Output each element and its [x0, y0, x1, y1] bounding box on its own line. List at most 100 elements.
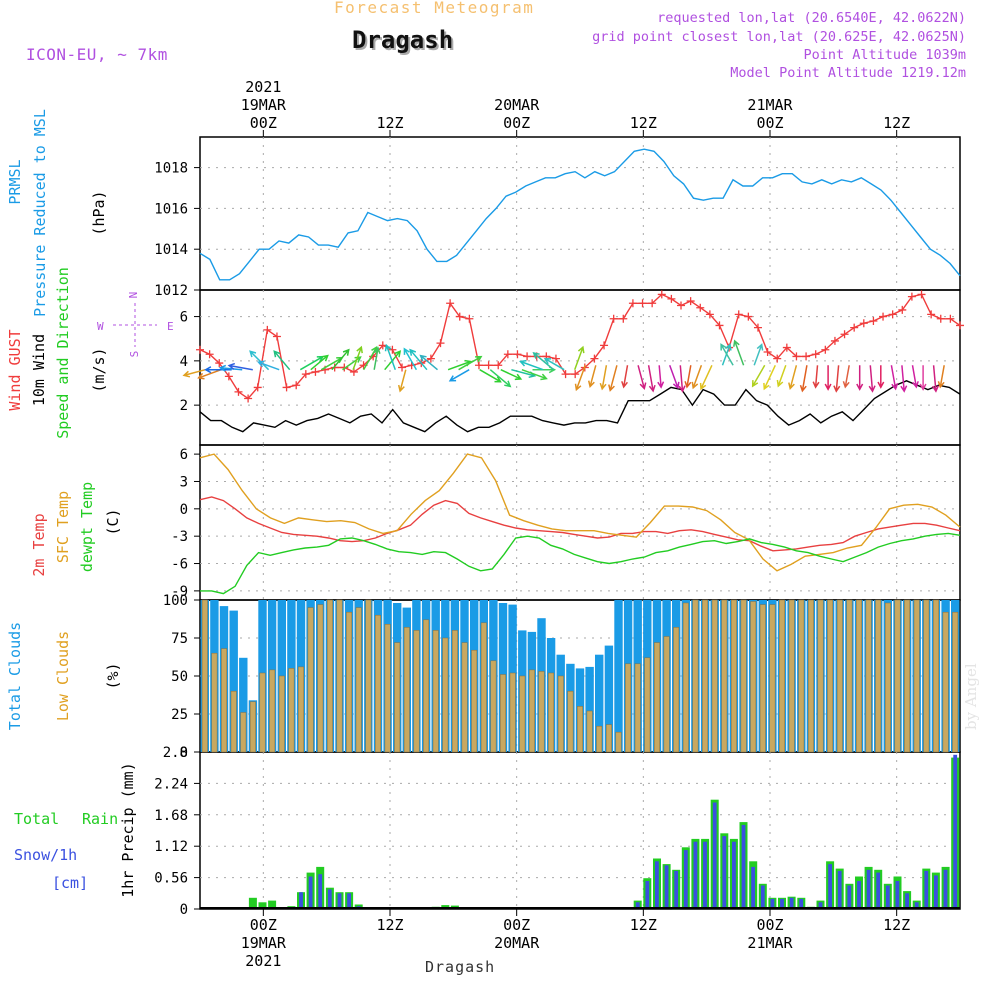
top-time-label: 00Z [756, 114, 783, 132]
model-label: ICON-EU, ~ 7km [26, 45, 168, 64]
low-cloud-bar [471, 649, 478, 753]
low-cloud-bar [634, 663, 641, 753]
wind-ytick-label: 6 [180, 310, 188, 326]
total-cloud-bar [585, 666, 594, 752]
temp2m-title: 2m Temp [30, 513, 48, 576]
low-cloud-bar [586, 710, 593, 753]
low-cloud-bar [240, 712, 247, 753]
snow-bar [828, 864, 832, 909]
snow-bar [347, 893, 351, 909]
gust-line-marker [205, 350, 214, 359]
snow-bar [866, 869, 871, 910]
gust-line-marker [917, 290, 926, 299]
low-cloud-bar [346, 611, 353, 753]
gust-line-marker [782, 343, 791, 352]
wind-arrow [409, 348, 428, 371]
wind-arrow [637, 365, 647, 391]
wind-arrow [751, 364, 766, 388]
total-cloud-bar [604, 645, 614, 752]
temperature-ytick-label: -6 [171, 557, 188, 573]
snow-bar [934, 875, 938, 909]
top-time-label: 21MAR [747, 96, 793, 114]
clouds-ytick-label: 75 [171, 631, 188, 647]
wind-arrow [842, 365, 850, 389]
low-cloud-bar [278, 675, 285, 753]
wind-arrow [273, 350, 291, 371]
wind-arrow [448, 369, 470, 382]
gust-line-marker [388, 345, 397, 354]
low-cloud-bar [952, 611, 959, 753]
wind-arrow [227, 362, 253, 371]
low-cloud-bar [721, 599, 728, 753]
precip-ylabel: 1hr Precip (mm) [119, 762, 137, 897]
gust-line-marker [474, 361, 483, 370]
total-cloud-bar [614, 600, 623, 752]
temp2m-line [199, 496, 961, 552]
wind-arrow [489, 369, 512, 388]
wind-title-2: Speed and Direction [54, 267, 72, 439]
snow-bar [876, 872, 881, 909]
wind-arrow [890, 365, 899, 391]
gust-line-marker [224, 372, 233, 381]
snow-bar [299, 892, 303, 909]
wind-arrow [937, 365, 945, 389]
credit-watermark: by Angel [962, 663, 980, 730]
low-cloud-bar [615, 731, 622, 753]
precip-ytick-label: 2.8 [163, 745, 188, 761]
low-cloud-bar [884, 602, 891, 753]
gust-line-marker [465, 314, 474, 323]
low-cloud-bar [894, 599, 901, 753]
snow-bar [953, 754, 958, 909]
low-cloud-bar [711, 599, 718, 753]
wind-arrow [519, 359, 544, 371]
low-cloud-bar [249, 701, 256, 753]
low-cloud-bar [451, 630, 458, 753]
low-cloud-bar [221, 648, 228, 753]
total-cloud-bar [239, 657, 248, 752]
wind-arrow [419, 354, 438, 371]
gust-line-marker [859, 319, 868, 328]
low-cloud-bar [548, 672, 555, 753]
low-cloud-bar [769, 604, 776, 753]
precip-ytick-label: 0 [180, 902, 188, 918]
dewpt-title: dewpt Temp [78, 482, 96, 572]
gust-line-marker [292, 381, 301, 390]
gust-line-marker [879, 312, 888, 321]
gust-line-marker [763, 348, 772, 356]
temperature-ytick-label: 0 [180, 502, 188, 518]
gust-line-marker [773, 354, 782, 363]
wind-arrow [599, 365, 608, 391]
gust-line-marker [513, 350, 522, 359]
wind-line [199, 380, 961, 433]
snow-bar [924, 870, 929, 909]
snow-bar [318, 874, 323, 909]
gust-line-marker [869, 317, 878, 325]
wind-arrow [573, 345, 585, 370]
snow-bar [635, 902, 640, 909]
gust-line-marker [272, 332, 281, 341]
total-label: Total [14, 810, 59, 828]
gust-line-marker [311, 367, 320, 376]
gust-line-marker [648, 299, 657, 308]
gust-line-marker [426, 354, 435, 363]
pressure-title-2: Pressure Reduced to MSL [31, 109, 49, 317]
low-cloud-bar [875, 599, 882, 753]
wind-arrow [479, 369, 502, 383]
snow-bar [674, 870, 679, 909]
gust-line-marker [619, 314, 628, 323]
low-clouds-title: Low Clouds [54, 631, 72, 721]
low-cloud-bar [663, 636, 670, 753]
gust-line-marker [956, 321, 964, 330]
gust-line-marker [677, 301, 686, 310]
low-cloud-bar [942, 611, 949, 753]
wind-arrow [574, 365, 587, 392]
low-cloud-bar [577, 706, 583, 753]
wind-arrow [397, 369, 407, 393]
low-cloud-bar [288, 668, 295, 753]
rain-bar [268, 900, 277, 909]
low-cloud-bar [865, 599, 872, 753]
gust-line-marker [946, 314, 955, 323]
wind-arrow [218, 364, 243, 372]
snow-bar [943, 869, 948, 910]
wind-arrow [621, 365, 629, 389]
